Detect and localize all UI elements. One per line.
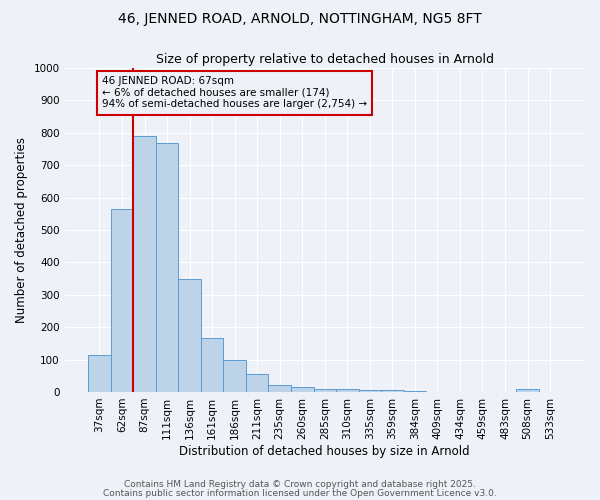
Bar: [268, 386, 291, 392]
Bar: [156, 142, 178, 392]
Bar: [381, 390, 404, 392]
Bar: [88, 354, 111, 392]
Title: Size of property relative to detached houses in Arnold: Size of property relative to detached ho…: [156, 52, 494, 66]
Bar: [223, 360, 246, 392]
Text: Contains public sector information licensed under the Open Government Licence v3: Contains public sector information licen…: [103, 488, 497, 498]
Bar: [314, 388, 336, 392]
Text: Contains HM Land Registry data © Crown copyright and database right 2025.: Contains HM Land Registry data © Crown c…: [124, 480, 476, 489]
Text: 46, JENNED ROAD, ARNOLD, NOTTINGHAM, NG5 8FT: 46, JENNED ROAD, ARNOLD, NOTTINGHAM, NG5…: [118, 12, 482, 26]
Bar: [246, 374, 268, 392]
Text: 46 JENNED ROAD: 67sqm
← 6% of detached houses are smaller (174)
94% of semi-deta: 46 JENNED ROAD: 67sqm ← 6% of detached h…: [102, 76, 367, 110]
Bar: [516, 390, 539, 392]
Bar: [359, 390, 381, 392]
Bar: [178, 278, 201, 392]
X-axis label: Distribution of detached houses by size in Arnold: Distribution of detached houses by size …: [179, 444, 470, 458]
Bar: [336, 390, 359, 392]
Bar: [201, 338, 223, 392]
Y-axis label: Number of detached properties: Number of detached properties: [15, 137, 28, 323]
Bar: [291, 388, 314, 392]
Bar: [133, 136, 156, 392]
Bar: [111, 209, 133, 392]
